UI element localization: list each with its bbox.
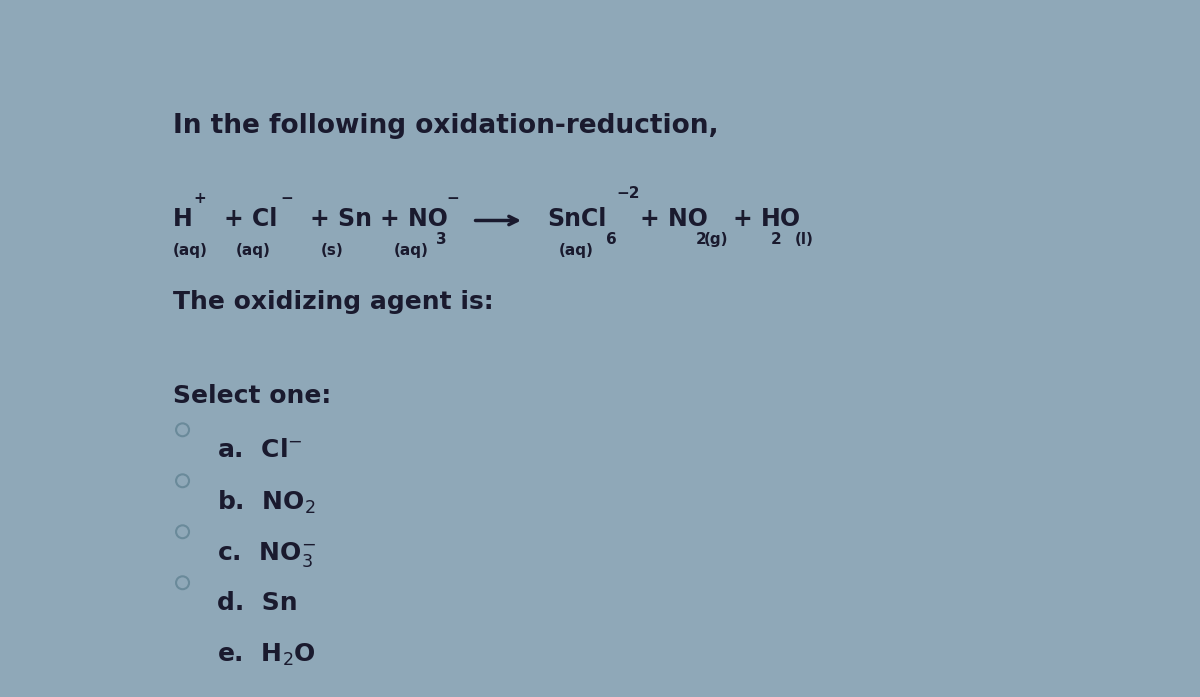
Text: (aq): (aq) bbox=[235, 243, 270, 259]
Text: 2: 2 bbox=[696, 231, 707, 247]
Text: + NO: + NO bbox=[379, 207, 448, 231]
Text: e.  H$_{2}$O: e. H$_{2}$O bbox=[217, 642, 316, 668]
Text: b.  NO$_{2}$: b. NO$_{2}$ bbox=[217, 489, 316, 516]
Text: +: + bbox=[193, 191, 206, 206]
Text: + H: + H bbox=[733, 207, 781, 231]
Text: Select one:: Select one: bbox=[173, 384, 331, 408]
Text: 3: 3 bbox=[436, 231, 446, 247]
Text: The oxidizing agent is:: The oxidizing agent is: bbox=[173, 290, 494, 314]
Text: 6: 6 bbox=[606, 231, 617, 247]
Text: + Cl: + Cl bbox=[224, 207, 277, 231]
Text: d.  Sn: d. Sn bbox=[217, 591, 298, 615]
Text: (aq): (aq) bbox=[173, 243, 208, 259]
Text: a.  Cl$^{-}$: a. Cl$^{-}$ bbox=[217, 438, 302, 462]
Text: (s): (s) bbox=[322, 243, 344, 259]
Text: −: − bbox=[446, 191, 460, 206]
Text: −: − bbox=[281, 191, 293, 206]
Text: (g): (g) bbox=[703, 231, 728, 247]
Text: SnCl: SnCl bbox=[547, 207, 606, 231]
Text: In the following oxidation-reduction,: In the following oxidation-reduction, bbox=[173, 113, 719, 139]
Text: + NO: + NO bbox=[640, 207, 708, 231]
Text: (l): (l) bbox=[794, 231, 814, 247]
Text: O: O bbox=[780, 207, 799, 231]
Text: + Sn: + Sn bbox=[310, 207, 372, 231]
Text: (aq): (aq) bbox=[558, 243, 593, 259]
Text: −2: −2 bbox=[616, 186, 640, 201]
Text: c.  NO$_{3}^{-}$: c. NO$_{3}^{-}$ bbox=[217, 539, 316, 569]
Text: 2: 2 bbox=[770, 231, 781, 247]
Text: (aq): (aq) bbox=[394, 243, 428, 259]
Text: H: H bbox=[173, 207, 193, 231]
